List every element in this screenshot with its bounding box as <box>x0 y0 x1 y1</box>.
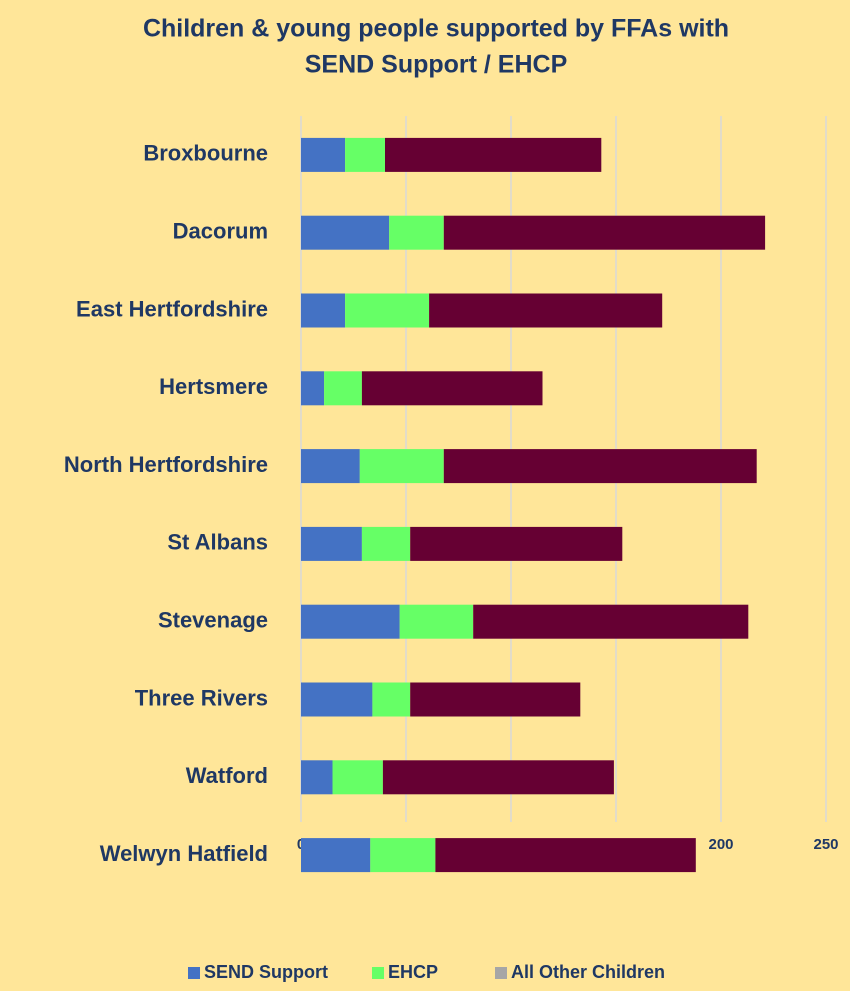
bar-segment <box>301 371 325 406</box>
bar-segment <box>345 293 430 328</box>
y-tick-label: St Albans <box>167 530 268 555</box>
y-tick-label: Dacorum <box>173 219 268 244</box>
bar-segment <box>301 838 371 873</box>
x-tick-label: 200 <box>708 836 733 853</box>
legend-label: EHCP <box>388 962 438 982</box>
bar-segment <box>361 526 411 561</box>
y-tick-label: Hertsmere <box>159 374 268 399</box>
bar-segment <box>372 682 411 717</box>
bar-segment <box>410 526 623 561</box>
y-tick-label: Three Rivers <box>135 685 268 710</box>
bar-segment <box>301 215 390 250</box>
legend-swatch <box>188 967 200 979</box>
bar-segment <box>301 293 346 328</box>
y-tick-label: Broxbourne <box>143 141 268 166</box>
legend-label: All Other Children <box>511 962 665 982</box>
bar-segment <box>399 604 474 639</box>
bar-segment <box>301 604 400 639</box>
bar-segment <box>382 760 614 795</box>
bar-segment <box>370 838 436 873</box>
bar-segment <box>332 760 383 795</box>
bar-segment <box>361 371 543 406</box>
bar-segment <box>410 682 581 717</box>
chart-title: SEND Support / EHCP <box>305 51 568 79</box>
bar-segment <box>385 137 602 172</box>
y-tick-label: East Hertfordshire <box>76 296 268 321</box>
bar-segment <box>389 215 444 250</box>
chart-title: Children & young people supported by FFA… <box>143 15 729 43</box>
legend-swatch <box>372 967 384 979</box>
bar-segment <box>473 604 749 639</box>
bar-segment <box>301 137 346 172</box>
x-tick-label: 250 <box>813 836 838 853</box>
bar-segment <box>301 526 362 561</box>
bar-segment <box>345 137 385 172</box>
bar-segment <box>359 449 444 484</box>
legend-swatch <box>495 967 507 979</box>
y-tick-label: Watford <box>186 763 268 788</box>
bar-segment <box>429 293 663 328</box>
bar-segment <box>443 215 766 250</box>
y-tick-label: Stevenage <box>158 608 268 633</box>
y-tick-label: Welwyn Hatfield <box>100 841 268 866</box>
y-tick-label: North Hertfordshire <box>64 452 268 477</box>
bar-segment <box>443 449 757 484</box>
bar-segment <box>301 449 360 484</box>
bar-segment <box>301 760 333 795</box>
bar-segment <box>435 838 696 873</box>
bar-segment <box>301 682 373 717</box>
bar-segment <box>324 371 362 406</box>
legend-label: SEND Support <box>204 962 328 982</box>
